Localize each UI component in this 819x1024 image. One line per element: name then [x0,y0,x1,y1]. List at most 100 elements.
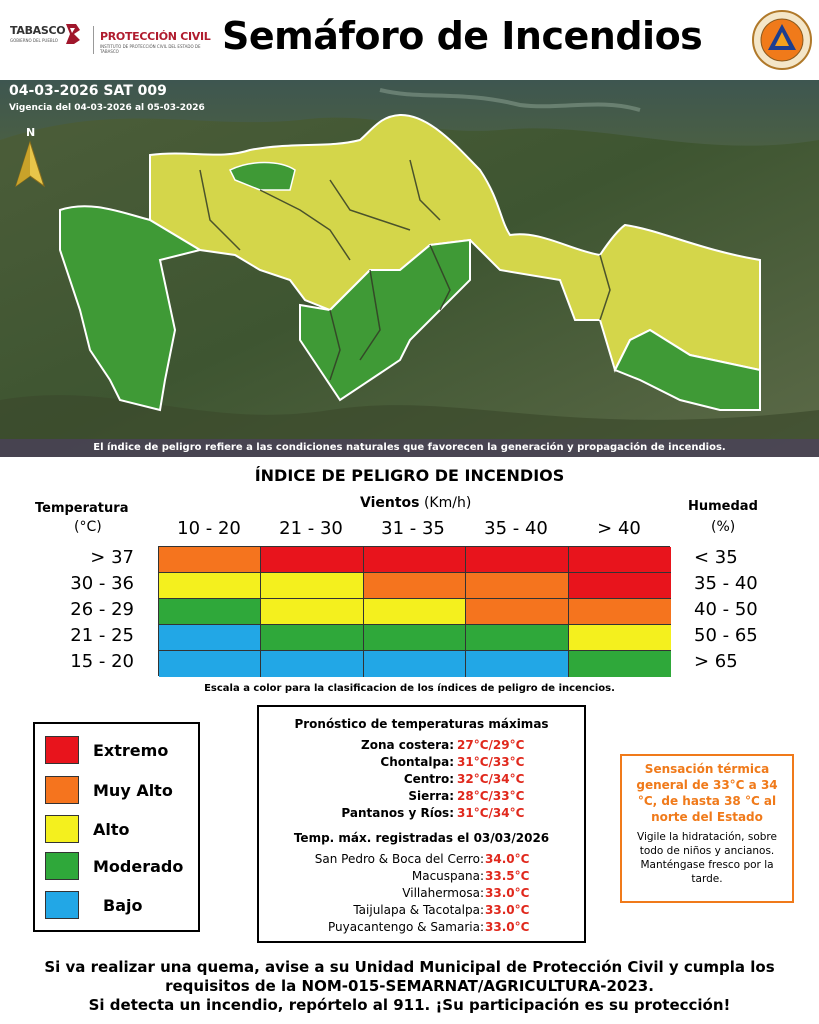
scale-note: Escala a color para la clasificacion de … [204,683,615,694]
risk-cell [363,599,467,625]
map-region-moderado-east [613,328,761,411]
humidity-range: 40 - 50 [694,599,758,620]
legend-label: Muy Alto [93,781,173,800]
legend-swatch [45,736,79,764]
footer-line: Si detecta un incendio, repórtelo al 911… [88,996,731,1014]
proteccion-civil-logo: PROTECCIÓN CIVIL INSTITUTO DE PROTECCIÓN… [100,30,218,54]
zone-value: 32°C/34°C [457,772,525,786]
station-value: 33.0°C [485,903,530,917]
risk-cell [466,573,569,599]
bulletin-validity: Vigencia del 04-03-2026 al 05-03-2026 [9,103,205,113]
station-name: Villahermosa: [402,886,484,900]
risk-cell [261,625,364,651]
wind-unit: (Km/h) [423,495,472,511]
risk-cell [363,547,467,573]
risk-cell [363,573,467,599]
zone-value: 31°C/34°C [457,806,525,820]
risk-cell [261,573,364,599]
humidity-range: 50 - 65 [694,625,758,646]
proteccion-civil-logo-text: PROTECCIÓN CIVIL [100,30,211,43]
legend-swatch [45,891,79,919]
risk-cell [466,625,569,651]
risk-index-grid [158,546,671,677]
legend-item-moderado: Moderado [45,852,195,880]
legend-swatch [45,815,79,843]
station-name: Puyacantengo & Samaria: [328,920,484,934]
legend-item-extremo: Extremo [45,736,195,764]
temperature-unit: (°C) [74,519,102,535]
risk-cell [466,651,569,677]
station-name: Taijulapa & Tacotalpa: [353,903,484,917]
station-name: San Pedro & Boca del Cerro: [314,852,484,866]
page-title: Semáforo de Incendios [222,14,703,58]
wind-label-text: Vientos [360,495,420,511]
zone-name: Zona costera: [361,738,454,752]
logo-divider [93,26,94,54]
zone-value: 28°C/33°C [457,789,525,803]
risk-cell [159,625,262,651]
map-graphic [0,80,819,457]
wind-range: > 40 [597,518,641,539]
legend-label: Alto [93,820,130,839]
station-value: 33.0°C [485,886,530,900]
temperature-label: Temperatura [35,501,129,516]
risk-cell [568,599,671,625]
wind-label: Vientos (Km/h) [360,495,471,511]
tabasco-emblem-icon [66,24,80,44]
header: TABASCO GOBIERNO DEL PUEBLO PROTECCIÓN C… [0,0,819,80]
legend-label: Bajo [103,896,143,915]
risk-cell [568,547,671,573]
recorded-title: Temp. máx. registradas el 03/03/2026 [293,831,550,845]
footer-line: requisitos de la NOM-015-SEMARNAT/AGRICU… [165,977,654,995]
station-name: Macuspana: [411,869,484,883]
fire-risk-map: 04-03-2026 SAT 009 Vigencia del 04-03-20… [0,80,819,457]
legend-item-alto: Alto [45,815,195,843]
north-arrow-icon [15,140,45,188]
footer-message: Si va realizar una quema, avise a su Uni… [0,958,819,1015]
tabasco-logo-text: TABASCO [10,24,66,37]
thermal-sensation-title: Sensación térmica general de 33°C a 34 °… [636,762,778,824]
risk-cell [568,625,671,651]
civil-protection-seal-icon [752,10,812,70]
legend-label: Extremo [93,741,169,760]
risk-cell [159,573,262,599]
footer-line: Si va realizar una quema, avise a su Uni… [44,958,775,976]
temperature-range: 15 - 20 [70,651,134,672]
legend-swatch [45,776,79,804]
station-value: 33.0°C [485,920,530,934]
risk-cell [159,599,262,625]
humidity-range: 35 - 40 [694,573,758,594]
wind-range: 35 - 40 [484,518,548,539]
zone-value: 31°C/33°C [457,755,525,769]
risk-cell [466,599,569,625]
temperature-range: > 37 [90,547,134,568]
humidity-range: > 65 [694,651,738,672]
legend-swatch [45,852,79,880]
temperature-range: 21 - 25 [70,625,134,646]
station-value: 33.5°C [485,869,530,883]
temperature-forecast-box: Pronóstico de temperaturas máximas Zona … [257,705,586,943]
legend-label: Moderado [93,857,184,876]
humidity-label: Humedad [688,499,758,514]
risk-cell [568,651,671,677]
wind-range: 21 - 30 [279,518,343,539]
zone-value: 27°C/29°C [457,738,525,752]
north-arrow-label: N [26,126,36,139]
risk-cell [568,573,671,599]
thermal-sensation-advice: Vigile la hidratación, sobre todo de niñ… [637,831,777,885]
map-note: El índice de peligro refiere a las condi… [0,439,819,457]
map-region-moderado-west [59,205,203,412]
index-title: ÍNDICE DE PELIGRO DE INCENDIOS [254,466,565,485]
bulletin-date: 04-03-2026 SAT 009 [9,83,167,99]
temperature-range: 30 - 36 [70,573,134,594]
risk-cell [261,547,364,573]
risk-cell [363,625,467,651]
temperature-range: 26 - 29 [70,599,134,620]
humidity-unit: (%) [711,519,736,535]
risk-cell [159,547,262,573]
tabasco-logo-subtitle: GOBIERNO DEL PUEBLO [10,38,58,43]
risk-cell [261,599,364,625]
legend-item-bajo: Bajo [45,891,195,919]
zone-name: Centro: [403,772,454,786]
tabasco-logo: TABASCO GOBIERNO DEL PUEBLO [10,24,94,58]
